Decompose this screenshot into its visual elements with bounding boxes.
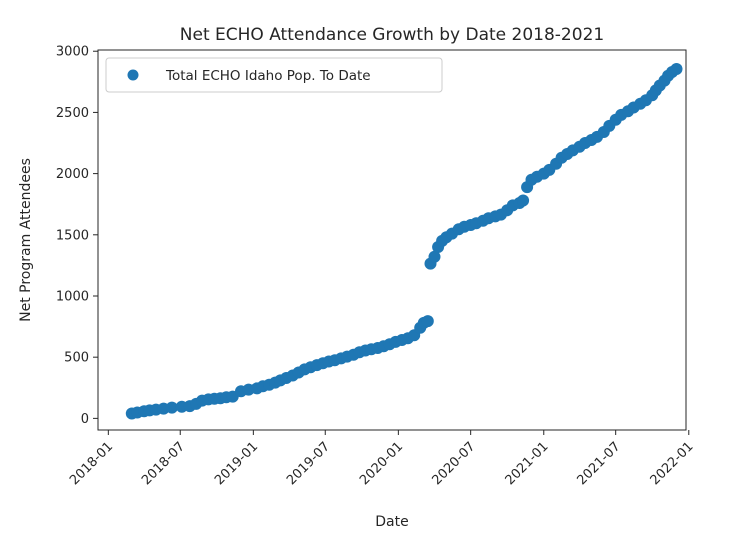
x-tick-label-6: 2021-01 — [503, 439, 552, 488]
x-tick-label-0: 2018-01 — [67, 439, 116, 488]
y-tick-label-4: 2000 — [56, 167, 89, 182]
legend-marker — [127, 69, 139, 81]
data-point-47 — [421, 315, 434, 328]
y-axis: 0 500 1000 1500 2000 2500 3000 — [56, 45, 98, 427]
x-axis: 2018-01 2018-07 2019-01 2019-07 2020-01 2020-… — [67, 430, 697, 488]
y-tick-label-5: 2500 — [56, 106, 89, 121]
legend: Total ECHO Idaho Pop. To Date — [105, 57, 443, 93]
plot-frame — [97, 49, 687, 431]
y-tick-label-6: 3000 — [56, 45, 89, 60]
data-point-93 — [670, 63, 683, 75]
x-tick-label-4: 2020-01 — [357, 439, 406, 488]
chart-title: Net ECHO Attendance Growth by Date 2018-… — [180, 25, 604, 45]
legend-box — [105, 57, 443, 93]
y-tick-label-3: 1500 — [56, 228, 89, 243]
x-tick-label-5: 2020-07 — [429, 439, 478, 488]
x-tick-label-7: 2021-07 — [574, 439, 623, 488]
x-tick-label-8: 2022-01 — [648, 439, 697, 488]
y-tick-label-0: 0 — [81, 412, 89, 427]
data-point-65 — [517, 194, 530, 207]
data-point-49 — [428, 250, 441, 263]
y-tick-label-2: 1000 — [56, 289, 89, 304]
y-axis-label: Net Program Attendees — [18, 158, 34, 322]
data-point-6 — [165, 401, 178, 414]
legend-entry-label: Total ECHO Idaho Pop. To Date — [165, 68, 371, 84]
y-tick-label-1: 500 — [64, 351, 89, 366]
x-tick-label-1: 2018-07 — [139, 439, 188, 488]
plot-area: 2018-01 2018-07 2019-01 2019-07 2020-01 2020-… — [56, 45, 697, 489]
x-tick-label-2: 2019-01 — [212, 439, 261, 488]
x-tick-label-3: 2019-07 — [284, 439, 333, 488]
data-points — [125, 63, 683, 420]
x-axis-label: Date — [375, 514, 408, 530]
